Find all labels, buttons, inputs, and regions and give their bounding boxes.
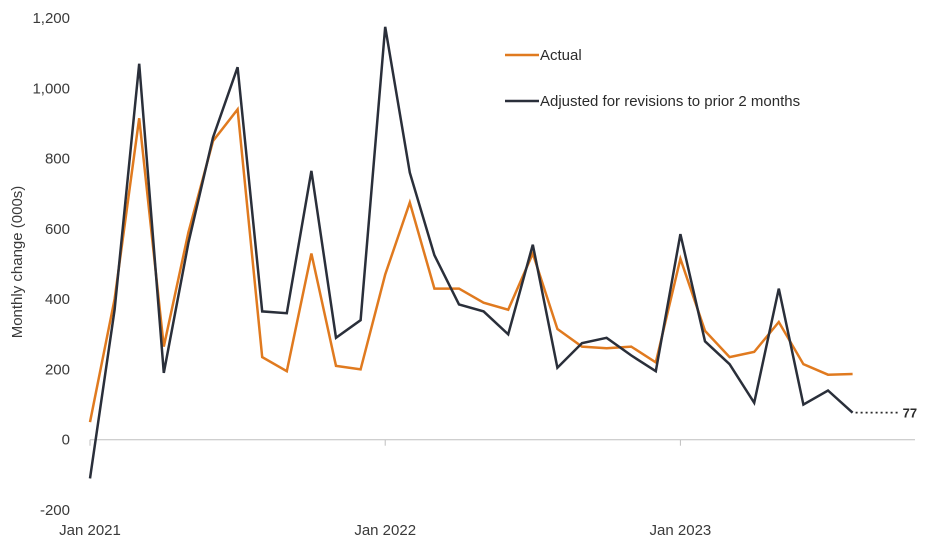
legend-label: Actual: [540, 47, 582, 64]
y-axis-ticks: -200 0 200 400 600 800 1,000 1,200: [32, 10, 70, 519]
y-tick-label: 1,000: [32, 80, 70, 97]
series-line-actual: [88, 106, 853, 423]
series-line-adjusted: [88, 26, 854, 479]
y-axis-title: Monthly change (000s): [9, 186, 26, 339]
y-tick-label: -200: [40, 502, 70, 519]
legend-label: Adjusted for revisions to prior 2 months: [540, 93, 800, 110]
series-lines: [88, 26, 854, 479]
annotation-label: 77: [903, 406, 917, 421]
annotation: 77: [855, 406, 917, 421]
y-tick-label: 1,200: [32, 10, 70, 27]
y-tick-label: 0: [62, 432, 70, 449]
y-tick-label: 400: [45, 291, 70, 308]
legend: Actual Adjusted for revisions to prior 2 …: [505, 47, 800, 110]
x-tick-label: Jan 2021: [59, 522, 121, 539]
y-tick-label: 600: [45, 221, 70, 238]
x-axis-ticks: Jan 2021 Jan 2022 Jan 2023: [59, 439, 712, 539]
y-tick-label: 800: [45, 151, 70, 168]
x-tick-label: Jan 2023: [650, 522, 712, 539]
x-tick-label: Jan 2022: [354, 522, 416, 539]
y-tick-label: 200: [45, 361, 70, 378]
